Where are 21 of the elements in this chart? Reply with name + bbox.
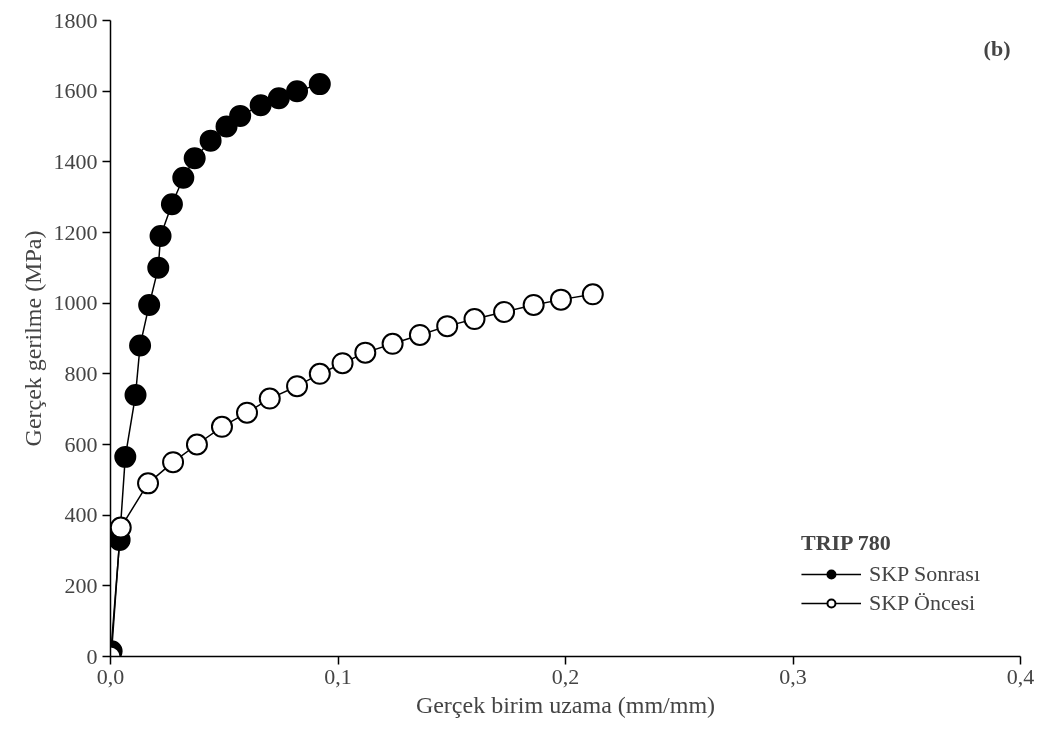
y-tick-label: 400: [64, 502, 98, 528]
legend-label: SKP Öncesi: [868, 590, 976, 616]
x-tick-label: 0,0: [96, 663, 125, 689]
y-tick-label: 0: [86, 643, 98, 669]
x-tick-label: 0,1: [324, 663, 352, 689]
y-tick-label: 600: [64, 431, 98, 457]
y-axis-title: Gerçek gerilme (MPa): [19, 230, 46, 447]
y-tick-label: 800: [64, 360, 98, 386]
annotation: (b): [983, 35, 1011, 61]
y-tick-label: 1600: [53, 78, 98, 104]
x-tick-label: 0,4: [1006, 663, 1035, 689]
y-tick-label: 1000: [53, 290, 98, 316]
y-tick-label: 1800: [53, 7, 98, 33]
x-axis-title: Gerçek birim uzama (mm/mm): [415, 691, 716, 718]
x-tick-label: 0,2: [551, 663, 580, 689]
x-tick-label: 0,3: [779, 663, 807, 689]
y-tick-label: 1400: [53, 148, 98, 174]
y-tick-label: 200: [64, 572, 98, 598]
y-tick-label: 1200: [53, 219, 98, 245]
legend-label: SKP Sonrası: [868, 561, 980, 587]
legend-title: TRIP 780: [800, 530, 892, 556]
